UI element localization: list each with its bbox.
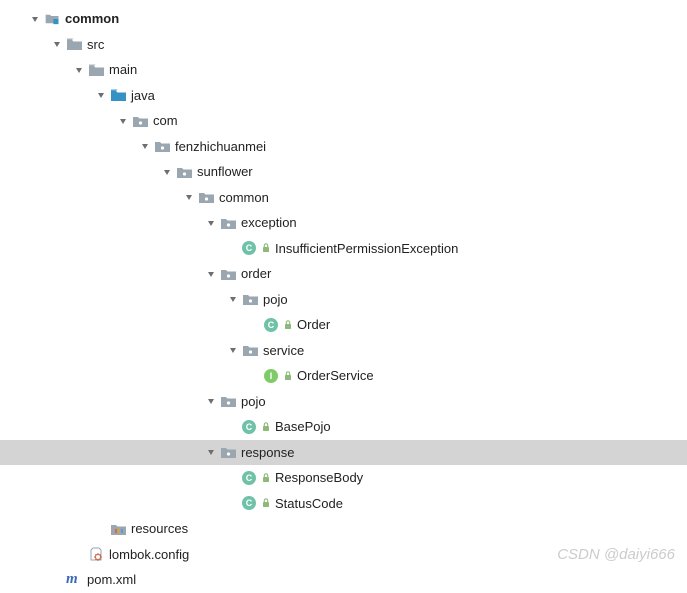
package-icon	[154, 138, 170, 154]
tree-node-label: resources	[131, 521, 188, 536]
tree-node-label: exception	[241, 215, 297, 230]
tree-node-label: common	[65, 11, 119, 26]
package-icon	[242, 342, 258, 358]
config-file-icon	[88, 546, 104, 562]
package-icon	[220, 444, 236, 460]
tree-node-label: StatusCode	[275, 496, 343, 511]
interface-icon: I	[264, 369, 278, 383]
chevron-down-icon[interactable]	[226, 292, 240, 306]
tree-node-label: response	[241, 445, 294, 460]
tree-node-label: Order	[297, 317, 330, 332]
watermark: CSDN @daiyi666	[557, 546, 675, 563]
tree-row[interactable]: resources	[0, 516, 687, 542]
tree-node-label: order	[241, 266, 271, 281]
folder-icon	[88, 62, 104, 78]
package-icon	[198, 189, 214, 205]
package-icon	[176, 164, 192, 180]
tree-row[interactable]: common	[0, 185, 687, 211]
lock-icon	[261, 497, 271, 509]
chevron-down-icon[interactable]	[204, 394, 218, 408]
class-icon: C	[242, 241, 256, 255]
class-icon: C	[242, 471, 256, 485]
tree-row[interactable]: C BasePojo	[0, 414, 687, 440]
tree-node-label: OrderService	[297, 368, 374, 383]
tree-row[interactable]: C Order	[0, 312, 687, 338]
lock-icon	[283, 370, 293, 382]
tree-row[interactable]: I OrderService	[0, 363, 687, 389]
tree-node-label: java	[131, 88, 155, 103]
resources-folder-icon	[110, 521, 126, 537]
lock-icon	[261, 421, 271, 433]
tree-node-label: service	[263, 343, 304, 358]
tree-node-label: ResponseBody	[275, 470, 363, 485]
folder-icon	[66, 36, 82, 52]
chevron-down-icon[interactable]	[94, 88, 108, 102]
chevron-down-icon[interactable]	[204, 445, 218, 459]
tree-node-label: pom.xml	[87, 572, 136, 587]
chevron-down-icon[interactable]	[204, 267, 218, 281]
tree-row[interactable]: main	[0, 57, 687, 83]
chevron-down-icon[interactable]	[138, 139, 152, 153]
package-icon	[220, 215, 236, 231]
class-icon: C	[242, 496, 256, 510]
tree-node-label: BasePojo	[275, 419, 331, 434]
tree-node-label: pojo	[241, 394, 266, 409]
tree-row[interactable]: C InsufficientPermissionException	[0, 236, 687, 262]
tree-row[interactable]: com	[0, 108, 687, 134]
source-folder-icon	[110, 87, 126, 103]
chevron-down-icon[interactable]	[160, 165, 174, 179]
tree-row[interactable]: m pom.xml	[0, 567, 687, 593]
package-icon	[220, 393, 236, 409]
chevron-down-icon[interactable]	[182, 190, 196, 204]
tree-row[interactable]: response	[0, 440, 687, 466]
package-icon	[132, 113, 148, 129]
project-tree: common srcmain java com fenzhichuanmei sunflo…	[0, 0, 687, 593]
lock-icon	[283, 319, 293, 331]
tree-node-label: com	[153, 113, 178, 128]
package-icon	[220, 266, 236, 282]
class-icon: C	[264, 318, 278, 332]
tree-row[interactable]: exception	[0, 210, 687, 236]
chevron-down-icon[interactable]	[28, 12, 42, 26]
tree-row[interactable]: java	[0, 83, 687, 109]
tree-row[interactable]: fenzhichuanmei	[0, 134, 687, 160]
chevron-down-icon[interactable]	[204, 216, 218, 230]
class-icon: C	[242, 420, 256, 434]
tree-row[interactable]: service	[0, 338, 687, 364]
tree-node-label: src	[87, 37, 104, 52]
chevron-down-icon[interactable]	[72, 63, 86, 77]
lock-icon	[261, 242, 271, 254]
tree-row[interactable]: sunflower	[0, 159, 687, 185]
maven-icon: m	[66, 572, 82, 588]
tree-node-label: sunflower	[197, 164, 253, 179]
tree-row[interactable]: src	[0, 32, 687, 58]
tree-row[interactable]: C ResponseBody	[0, 465, 687, 491]
tree-node-label: common	[219, 190, 269, 205]
module-folder-icon	[44, 11, 60, 27]
tree-row[interactable]: pojo	[0, 389, 687, 415]
tree-row[interactable]: pojo	[0, 287, 687, 313]
tree-node-label: main	[109, 62, 137, 77]
tree-node-label: InsufficientPermissionException	[275, 241, 458, 256]
package-icon	[242, 291, 258, 307]
chevron-down-icon[interactable]	[116, 114, 130, 128]
tree-node-label: fenzhichuanmei	[175, 139, 266, 154]
tree-row[interactable]: order	[0, 261, 687, 287]
tree-node-label: pojo	[263, 292, 288, 307]
tree-row[interactable]: common	[0, 6, 687, 32]
chevron-down-icon[interactable]	[50, 37, 64, 51]
tree-node-label: lombok.config	[109, 547, 189, 562]
tree-row[interactable]: C StatusCode	[0, 491, 687, 517]
lock-icon	[261, 472, 271, 484]
chevron-down-icon[interactable]	[226, 343, 240, 357]
